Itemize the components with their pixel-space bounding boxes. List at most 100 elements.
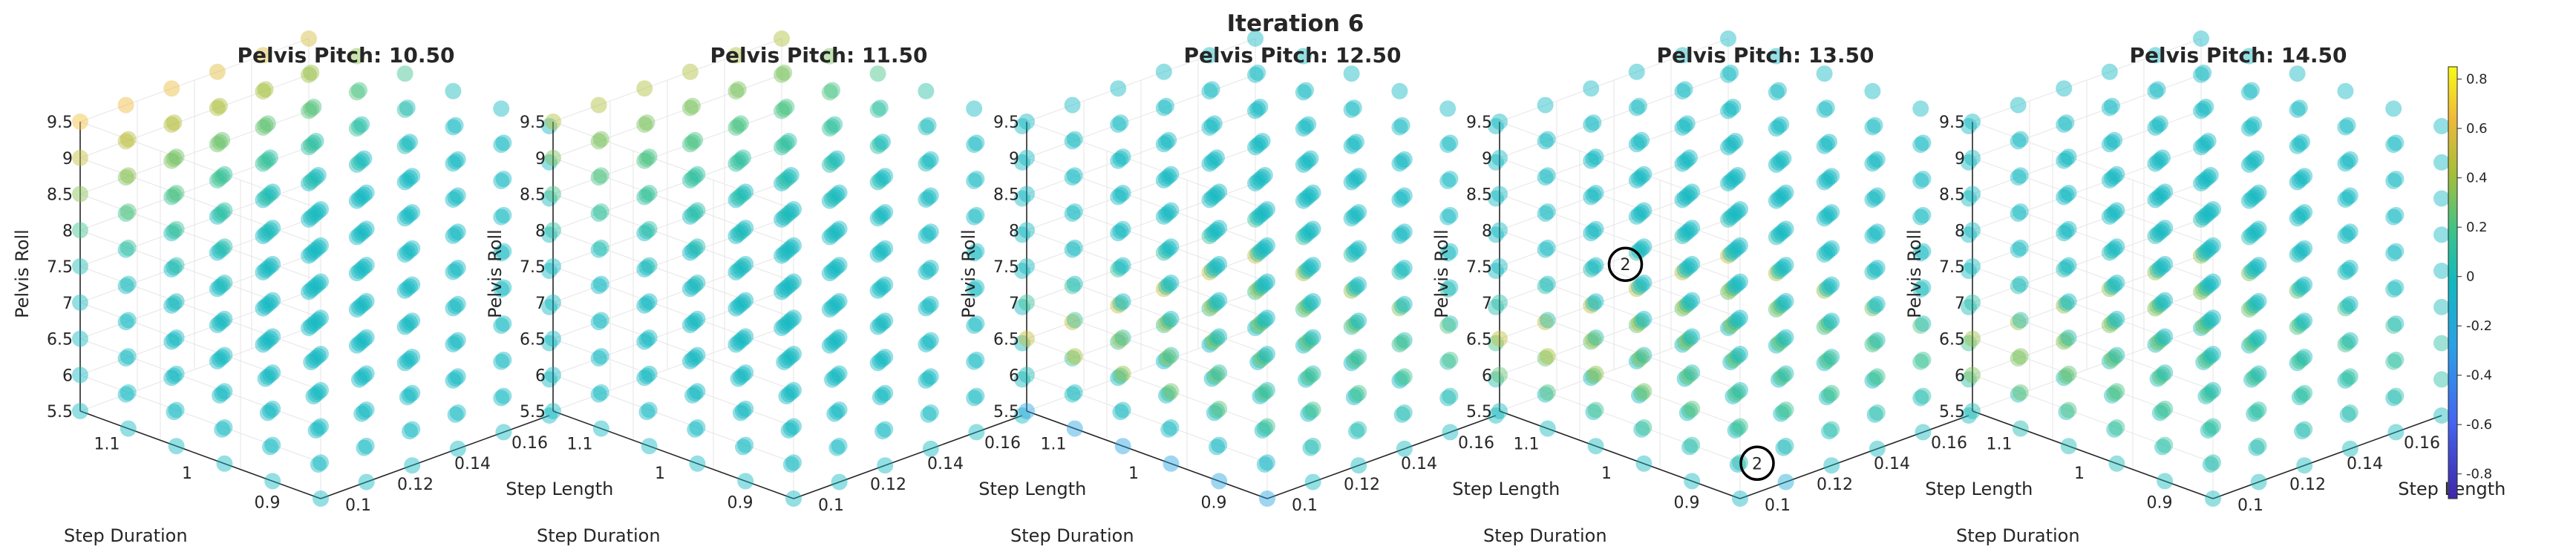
colorbar-tick-label: -0.2 (2466, 318, 2492, 334)
data-point (2337, 336, 2354, 352)
data-point (638, 404, 656, 421)
data-point (737, 328, 754, 345)
data-point (1211, 328, 1228, 345)
data-point (2433, 118, 2450, 134)
data-point (785, 201, 802, 217)
data-point (2240, 120, 2258, 137)
data-point (1391, 155, 1408, 172)
data-point (2149, 298, 2166, 315)
data-point (117, 205, 134, 222)
data-point (1676, 153, 1693, 170)
data-point (212, 278, 228, 295)
data-point (1249, 318, 1266, 335)
data-point (1633, 204, 1650, 221)
z-tick-label: 7.5 (520, 258, 546, 277)
z-axis-label: Pelvis Roll (12, 229, 33, 318)
data-point (1155, 172, 1172, 188)
data-point (493, 245, 510, 262)
data-point (264, 473, 281, 490)
data-point (1539, 167, 1556, 184)
data-point (872, 99, 889, 116)
data-point (351, 299, 367, 316)
x-axis-line (793, 415, 1023, 499)
data-point (257, 117, 274, 134)
data-point (1818, 208, 1835, 225)
data-point (399, 171, 416, 188)
data-point (872, 208, 889, 225)
data-point (255, 83, 272, 100)
data-point (689, 238, 706, 255)
data-point (1019, 330, 1035, 347)
data-point (1066, 203, 1083, 220)
data-point (356, 367, 373, 384)
data-point (1295, 192, 1312, 209)
data-point (684, 387, 701, 404)
data-point (1915, 387, 1932, 404)
data-point (1396, 260, 1413, 276)
data-point (2193, 211, 2209, 228)
data-point (735, 366, 751, 383)
data-point (120, 420, 137, 437)
data-point (684, 170, 701, 187)
data-point (728, 83, 745, 100)
data-point (353, 405, 370, 422)
data-point (1302, 403, 1319, 420)
data-point (732, 187, 749, 204)
data-point (2108, 383, 2125, 400)
data-point (2154, 149, 2171, 166)
grid-line (1026, 121, 1268, 210)
data-point (1439, 172, 1457, 189)
data-point (1160, 204, 1177, 221)
data-point (2250, 401, 2267, 418)
data-point (117, 169, 134, 186)
data-point (730, 262, 747, 279)
data-point (1491, 149, 1508, 166)
data-point (1254, 422, 1271, 439)
data-point (1259, 309, 1275, 326)
data-point (1155, 352, 1172, 370)
data-point (922, 260, 939, 276)
data-point (1732, 237, 1748, 254)
data-point (1345, 389, 1362, 406)
data-point (1583, 370, 1600, 387)
data-point (2289, 282, 2306, 299)
data-point (1768, 229, 1785, 246)
data-point (404, 457, 421, 474)
data-point (2149, 153, 2166, 170)
data-point (2339, 116, 2356, 134)
data-point (1206, 187, 1223, 204)
colorbar-tick-label: 0.2 (2466, 220, 2488, 235)
data-point (1442, 243, 1459, 260)
data-point (301, 175, 317, 191)
data-point (826, 333, 843, 350)
data-point (1722, 354, 1739, 370)
data-point (1635, 419, 1653, 436)
data-point (1209, 186, 1225, 203)
data-point (209, 208, 226, 225)
data-point (2060, 293, 2077, 310)
data-point (262, 294, 278, 311)
data-point (259, 368, 276, 385)
data-point (2108, 275, 2125, 291)
data-point (2202, 456, 2219, 473)
data-point (310, 347, 327, 364)
data-point (305, 134, 322, 151)
data-point (166, 186, 183, 203)
data-point (305, 243, 322, 260)
data-point (728, 228, 745, 245)
data-point (732, 296, 749, 313)
y-tick-label: 0.9 (2147, 493, 2173, 512)
data-point (545, 222, 561, 239)
data-point (1112, 367, 1129, 384)
data-point (1587, 293, 1604, 310)
data-point (2012, 275, 2029, 292)
data-point (1345, 171, 1362, 188)
data-point (1585, 151, 1602, 167)
data-point (918, 227, 935, 244)
data-point (737, 220, 754, 237)
grid-line (79, 266, 321, 355)
data-point (1635, 347, 1653, 364)
data-point (2240, 84, 2258, 101)
data-point (1773, 405, 1790, 422)
data-point (1628, 172, 1645, 188)
